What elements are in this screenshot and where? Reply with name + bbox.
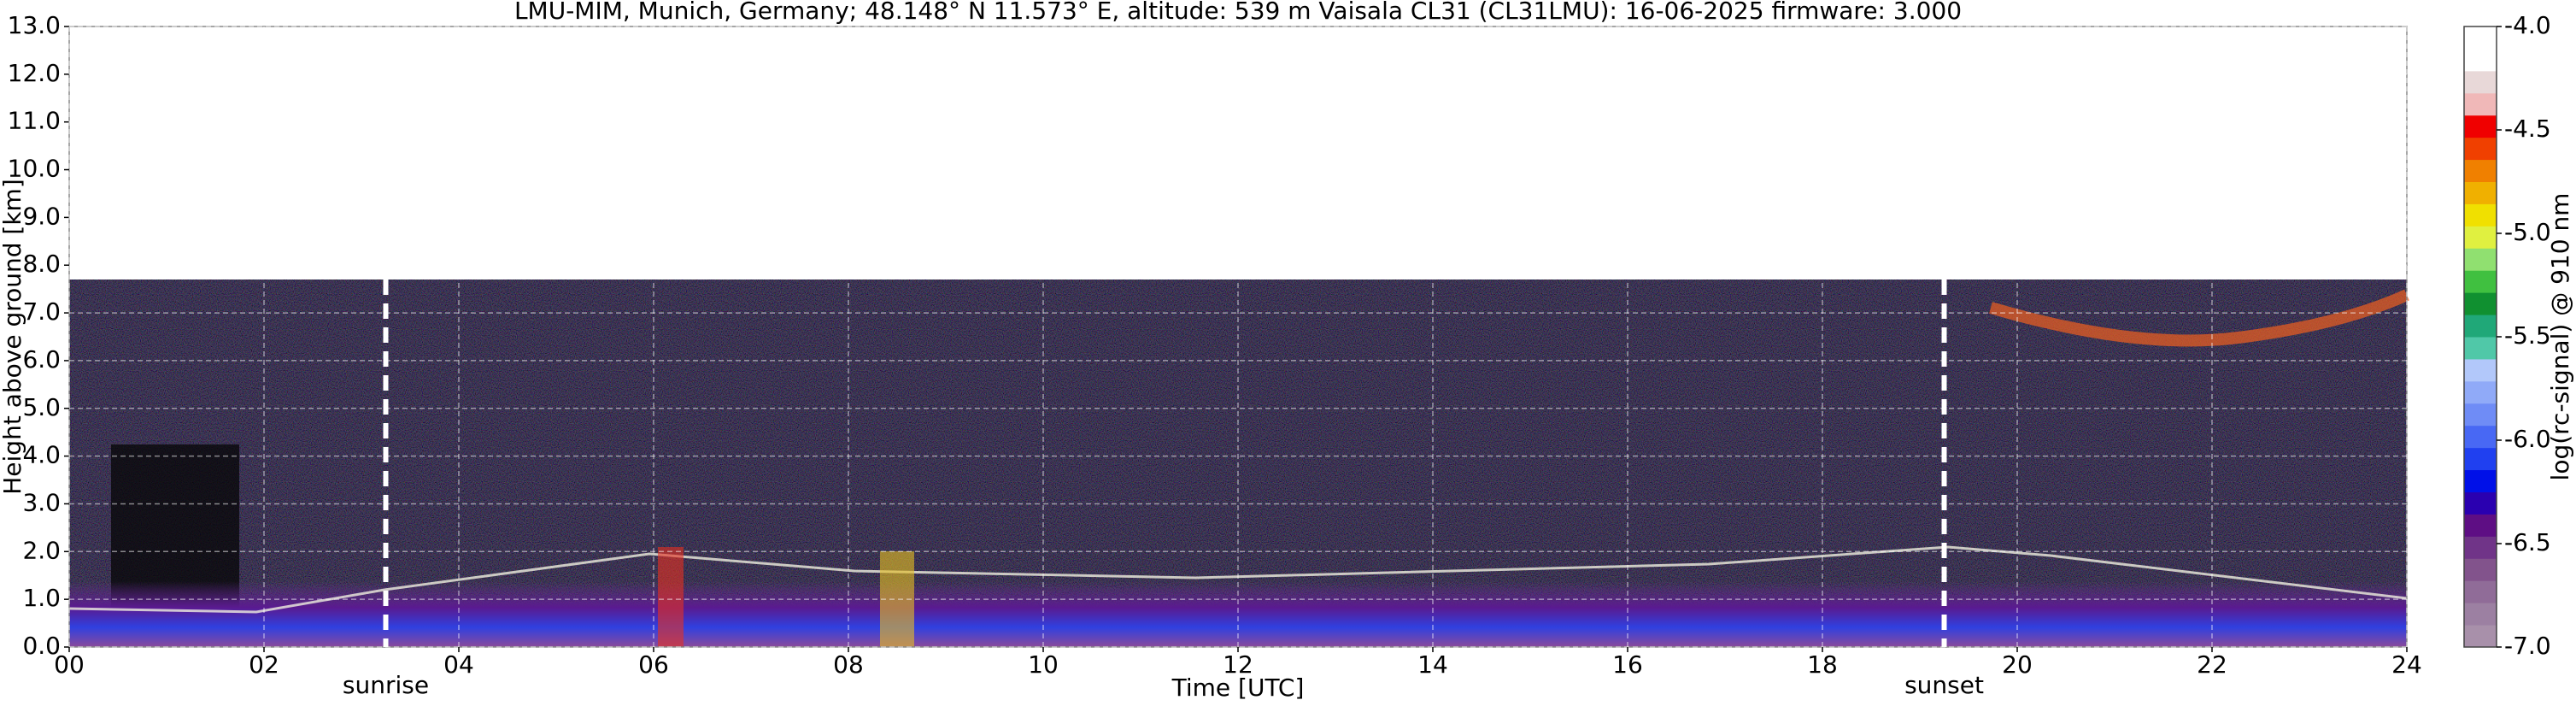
- colorbar-band: [2464, 403, 2497, 427]
- colorbar-tick-label: -7.0: [2504, 632, 2551, 660]
- x-tick-label: 04: [443, 650, 474, 679]
- x-axis-label: Time [UTC]: [1171, 674, 1305, 702]
- y-tick-label: 2.0: [22, 536, 61, 564]
- annotation-label: sunset: [1904, 671, 1984, 699]
- colorbar-band: [2464, 70, 2497, 94]
- x-tick-label: 20: [2002, 650, 2033, 679]
- x-tick-label: 02: [249, 650, 279, 679]
- colorbar-tick-label: -4.5: [2504, 115, 2551, 143]
- colorbar-tick-label: -6.5: [2504, 528, 2551, 556]
- y-tick-label: 4.0: [22, 441, 61, 469]
- colorbar-band: [2464, 558, 2497, 581]
- y-tick-label: 8.0: [22, 250, 61, 278]
- y-tick-label: 11.0: [8, 107, 61, 135]
- colorbar-band: [2464, 248, 2497, 271]
- colorbar-band: [2464, 536, 2497, 559]
- x-tick-label: 06: [638, 650, 669, 679]
- colorbar-band: [2464, 603, 2497, 626]
- colorbar-band: [2464, 226, 2497, 249]
- colorbar-band: [2464, 380, 2497, 404]
- colorbar-band: [2464, 315, 2497, 338]
- y-tick-label: 9.0: [22, 202, 61, 230]
- colorbar-tick-label: -6.0: [2504, 425, 2551, 453]
- colorbar-band: [2464, 26, 2497, 50]
- x-tick-label: 12: [1223, 650, 1253, 679]
- colorbar-tick-label: -5.0: [2504, 218, 2551, 246]
- colorbar-tick-label: -5.5: [2504, 321, 2551, 350]
- x-tick-label: 14: [1417, 650, 1448, 679]
- annotation-label: sunrise: [343, 671, 429, 699]
- colorbar-band: [2464, 181, 2497, 204]
- colorbar-band: [2464, 292, 2497, 315]
- y-tick-label: 0.0: [22, 632, 61, 660]
- colorbar-band: [2464, 514, 2497, 537]
- y-tick-label: 1.0: [22, 584, 61, 612]
- colorbar-band: [2464, 337, 2497, 360]
- y-tick-label: 12.0: [8, 59, 61, 87]
- colorbar-band: [2464, 203, 2497, 227]
- colorbar-band: [2464, 48, 2497, 72]
- colorbar-band: [2464, 580, 2497, 603]
- x-tick-label: 00: [54, 650, 85, 679]
- x-tick-label: 16: [1612, 650, 1643, 679]
- x-tick-label: 24: [2391, 650, 2422, 679]
- x-tick-label: 08: [833, 650, 864, 679]
- colorbar-band: [2464, 425, 2497, 449]
- colorbar-tick-label: -4.0: [2504, 11, 2551, 39]
- x-tick-label: 22: [2197, 650, 2227, 679]
- chart-title: LMU-MIM, Munich, Germany; 48.148° N 11.5…: [514, 0, 1962, 25]
- colorbar-band: [2464, 358, 2497, 382]
- colorbar-band: [2464, 491, 2497, 515]
- y-tick-label: 5.0: [22, 393, 61, 421]
- colorbar-band: [2464, 115, 2497, 138]
- x-tick-label: 10: [1028, 650, 1059, 679]
- y-tick-label: 3.0: [22, 488, 61, 516]
- colorbar-band: [2464, 92, 2497, 116]
- y-tick-label: 10.0: [8, 155, 61, 183]
- y-axis-label: Height above ground [km]: [0, 179, 26, 495]
- x-tick-label: 18: [1807, 650, 1838, 679]
- colorbar-band: [2464, 447, 2497, 471]
- colorbar-band: [2464, 137, 2497, 161]
- colorbar-band: [2464, 625, 2497, 648]
- colorbar-label: log(rc-signal) @ 910 nm: [2546, 193, 2574, 481]
- colorbar-band: [2464, 469, 2497, 492]
- colorbar-band: [2464, 270, 2497, 293]
- y-tick-label: 13.0: [8, 11, 61, 39]
- y-tick-label: 6.0: [22, 345, 61, 374]
- colorbar-band: [2464, 159, 2497, 182]
- y-tick-label: 7.0: [22, 297, 61, 326]
